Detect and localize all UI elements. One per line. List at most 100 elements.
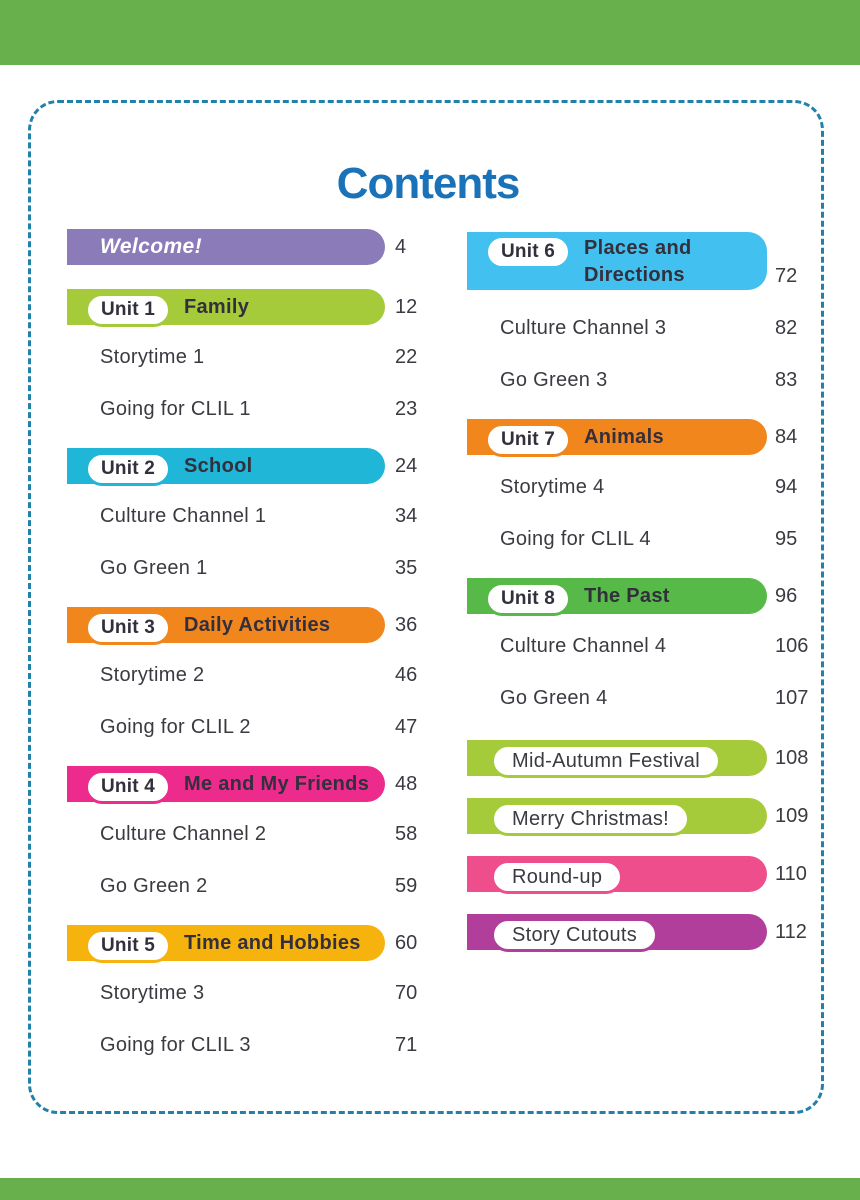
- toc-row-going-for-clil-3: Going for CLIL 3 71: [67, 1019, 447, 1071]
- page-number: 83: [775, 368, 798, 391]
- unit-2-title: School: [183, 454, 253, 477]
- unit-6-pill-label: Unit 6: [501, 241, 555, 262]
- round-up-banner: Round-up: [467, 856, 767, 894]
- toc-entry-welcome: Welcome! 4: [67, 229, 447, 265]
- unit-3-pill-label: Unit 3: [101, 617, 155, 638]
- page-number: 112: [775, 920, 807, 943]
- unit-5-pill-label: Unit 5: [101, 935, 155, 956]
- unit-3-title: Daily Activities: [183, 613, 331, 636]
- page-title: Contents: [336, 159, 521, 209]
- toc-row-go-green-1: Go Green 1 35: [67, 542, 447, 594]
- unit-4-banner: Unit 4 Me and My Friends: [67, 766, 385, 804]
- row-label: Going for CLIL 2: [100, 715, 251, 738]
- page-number: 94: [775, 475, 798, 498]
- welcome-banner-title: Welcome!: [100, 235, 203, 258]
- unit-3-banner: Unit 3 Daily Activities: [67, 607, 385, 645]
- contents-dashed-frame: [28, 100, 824, 1114]
- row-label: Go Green 1: [100, 556, 208, 579]
- toc-row-going-for-clil-1: Going for CLIL 1 23: [67, 383, 447, 435]
- bottom-green-bar: [0, 1178, 860, 1200]
- page-number: 71: [395, 1033, 418, 1056]
- toc-row-going-for-clil-2: Going for CLIL 2 47: [67, 701, 447, 753]
- page-number: 4: [395, 235, 407, 258]
- page-number: 24: [395, 454, 418, 477]
- toc-row-culture-channel-3: Culture Channel 3 82: [467, 302, 847, 354]
- story-cutouts-pill: Story Cutouts: [491, 918, 659, 952]
- unit-4-title: Me and My Friends: [183, 772, 370, 795]
- toc-row-go-green-3: Go Green 3 83: [467, 354, 847, 406]
- unit-7-pill: Unit 7: [485, 423, 571, 457]
- page-number: 106: [775, 634, 809, 657]
- page-number: 95: [775, 527, 798, 550]
- page-number: 110: [775, 862, 807, 885]
- toc-column-left: Welcome! 4 Unit 1 Family 12 Storytime 1 …: [67, 229, 447, 1071]
- page-number: 107: [775, 686, 809, 709]
- mid-autumn-festival-banner: Mid-Autumn Festival: [467, 740, 767, 778]
- welcome-banner: Welcome!: [67, 229, 385, 265]
- toc-entry-unit-8: Unit 8 The Past 96: [467, 578, 847, 616]
- unit-4-pill: Unit 4: [85, 770, 171, 804]
- page-number: 60: [395, 931, 418, 954]
- toc-row-culture-channel-2: Culture Channel 2 58: [67, 808, 447, 860]
- toc-entry-unit-7: Unit 7 Animals 84: [467, 419, 847, 457]
- toc-row-storytime-4: Storytime 4 94: [467, 461, 847, 513]
- toc-row-go-green-4: Go Green 4 107: [467, 672, 847, 724]
- page-number: 48: [395, 772, 418, 795]
- unit-1-banner: Unit 1 Family: [67, 289, 385, 327]
- round-up-label: Round-up: [512, 865, 603, 888]
- page-number: 84: [775, 425, 798, 448]
- row-label: Going for CLIL 4: [500, 527, 651, 550]
- page-number: 34: [395, 504, 418, 527]
- mid-autumn-festival-pill: Mid-Autumn Festival: [491, 744, 721, 778]
- unit-5-pill: Unit 5: [85, 929, 171, 963]
- unit-7-pill-label: Unit 7: [501, 429, 555, 450]
- row-label: Going for CLIL 1: [100, 397, 251, 420]
- unit-2-banner: Unit 2 School: [67, 448, 385, 486]
- unit-3-pill: Unit 3: [85, 611, 171, 645]
- unit-2-pill: Unit 2: [85, 452, 171, 486]
- row-label: Go Green 2: [100, 874, 208, 897]
- row-label: Go Green 4: [500, 686, 608, 709]
- merry-christmas-pill: Merry Christmas!: [491, 802, 691, 836]
- page-number: 109: [775, 804, 809, 827]
- row-label: Storytime 2: [100, 663, 205, 686]
- story-cutouts-label: Story Cutouts: [512, 923, 638, 946]
- toc-entry-unit-3: Unit 3 Daily Activities 36: [67, 607, 447, 645]
- unit-6-banner: Unit 6 Places and Directions: [467, 232, 767, 290]
- top-green-bar: [0, 0, 860, 65]
- toc-entry-merry-christmas: Merry Christmas! 109: [467, 798, 847, 836]
- unit-7-banner: Unit 7 Animals: [467, 419, 767, 457]
- page-number: 35: [395, 556, 418, 579]
- unit-8-banner: Unit 8 The Past: [467, 578, 767, 616]
- toc-entry-unit-4: Unit 4 Me and My Friends 48: [67, 766, 447, 804]
- page-number: 12: [395, 295, 418, 318]
- page-number: 96: [775, 584, 798, 607]
- toc-column-right: Unit 6 Places and Directions 72 Culture …: [467, 232, 847, 952]
- merry-christmas-label: Merry Christmas!: [512, 807, 670, 830]
- toc-row-going-for-clil-4: Going for CLIL 4 95: [467, 513, 847, 565]
- row-label: Culture Channel 1: [100, 504, 267, 527]
- unit-1-pill-label: Unit 1: [101, 299, 155, 320]
- row-label: Storytime 3: [100, 981, 205, 1004]
- toc-entry-round-up: Round-up 110: [467, 856, 847, 894]
- toc-row-storytime-3: Storytime 3 70: [67, 967, 447, 1019]
- unit-2-pill-label: Unit 2: [101, 458, 155, 479]
- row-label: Go Green 3: [500, 368, 608, 391]
- page-number: 23: [395, 397, 418, 420]
- unit-5-title: Time and Hobbies: [183, 931, 361, 954]
- row-label: Going for CLIL 3: [100, 1033, 251, 1056]
- toc-entry-unit-6: Unit 6 Places and Directions 72: [467, 232, 847, 290]
- page-number: 59: [395, 874, 418, 897]
- page-number: 108: [775, 746, 809, 769]
- unit-5-banner: Unit 5 Time and Hobbies: [67, 925, 385, 963]
- toc-row-storytime-2: Storytime 2 46: [67, 649, 447, 701]
- page-number: 22: [395, 345, 418, 368]
- toc-row-culture-channel-1: Culture Channel 1 34: [67, 490, 447, 542]
- page-number: 58: [395, 822, 418, 845]
- toc-entry-story-cutouts: Story Cutouts 112: [467, 914, 847, 952]
- row-label: Culture Channel 3: [500, 316, 667, 339]
- toc-row-storytime-1: Storytime 1 22: [67, 331, 447, 383]
- toc-entry-unit-1: Unit 1 Family 12: [67, 289, 447, 327]
- round-up-pill: Round-up: [491, 860, 624, 894]
- toc-entry-mid-autumn-festival: Mid-Autumn Festival 108: [467, 740, 847, 778]
